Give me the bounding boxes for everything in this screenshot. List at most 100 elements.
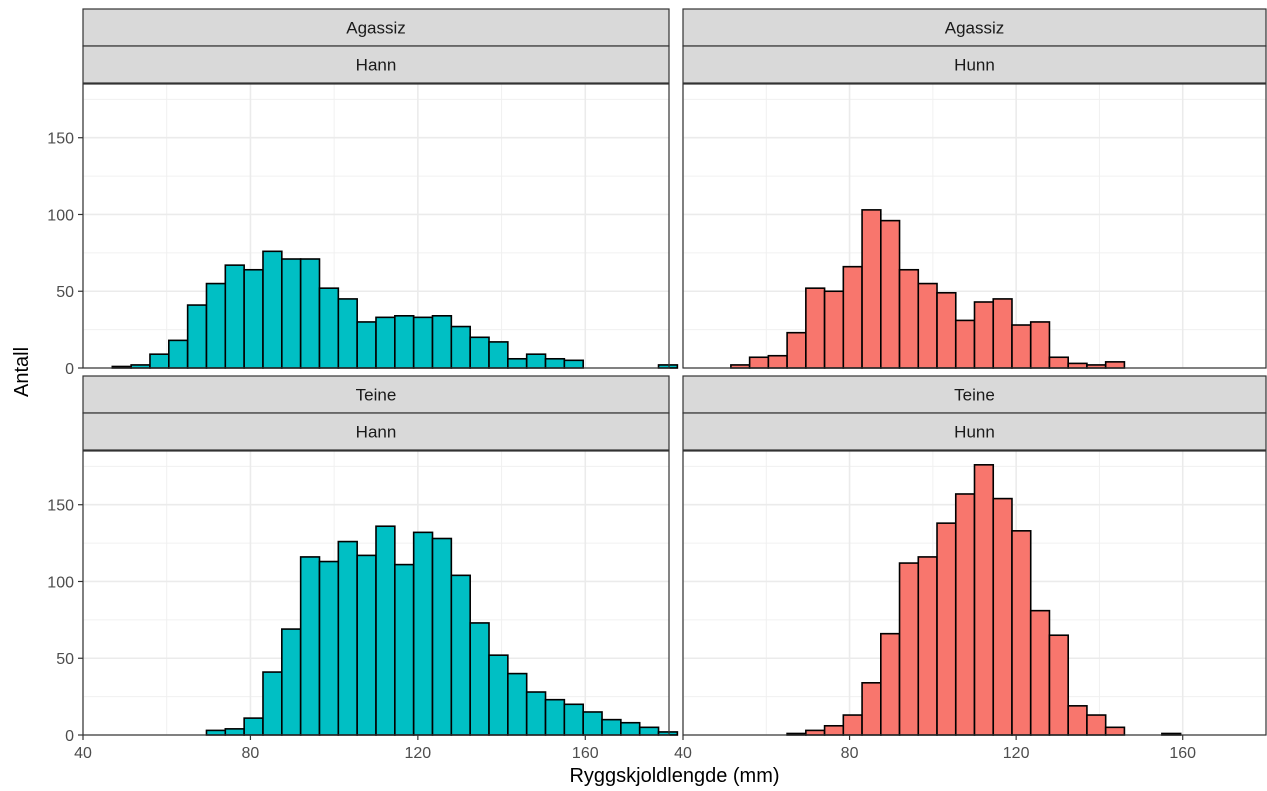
panel-agassiz-hann: Agassiz Hann [82,8,679,369]
histogram-bar [805,287,826,369]
histogram-bar [1048,356,1069,369]
histogram-bar [898,268,920,369]
y-tick-label: 100 [47,207,74,224]
histogram-bar [973,464,995,736]
histogram-bar [992,298,1013,369]
histogram-bar [337,540,358,736]
histogram-bar [898,562,920,736]
strip-col-label: Hunn [954,56,995,75]
histogram-bar [262,250,283,369]
histogram-bar [168,339,189,369]
histogram-bar [582,711,603,736]
histogram-bar [281,258,302,369]
panel-border [82,83,670,369]
facet-strip [682,412,1267,451]
histogram-bar [917,282,938,369]
histogram-bar [954,319,976,369]
facet-strip [82,375,670,414]
histogram-bar [431,315,453,369]
x-tick-label: 120 [405,745,432,762]
histogram-bar [1086,714,1107,736]
histogram-bar [748,356,770,369]
histogram-bar [394,563,415,736]
x-tick-label: 40 [674,745,692,762]
histogram-bar [281,628,302,736]
histogram-bar [823,290,845,369]
panel-teine-hunn: Teine Hunn [682,375,1267,736]
histogram-bar [149,353,170,369]
histogram-bar [243,268,264,369]
histogram-bar [224,264,245,369]
histogram-bar [805,729,826,736]
histogram-bar [638,726,660,736]
histogram-bar [861,682,882,736]
strip-col-label: Hunn [954,423,995,442]
y-tick-label: 50 [56,284,74,301]
x-axis: 40 80 120 160 40 80 120 160 [74,735,1196,762]
histogram-bar [954,493,976,736]
panels-layer: Agassiz Hann Agassiz Hunn Teine Hann Teine Hunn [82,8,1267,736]
x-tick-label: 40 [74,745,92,762]
y-tick-label: 150 [47,131,74,148]
histogram-bar [224,728,245,736]
facet-strip [82,412,670,451]
x-tick-label: 160 [1169,745,1196,762]
histogram-bar [262,671,283,736]
histogram-bar [205,282,227,369]
histogram-bar [450,574,471,736]
y-tick-label: 0 [65,361,74,378]
histogram-bar [431,537,453,736]
panel-teine-hann: Teine Hann [82,375,679,736]
panel-border [82,450,670,736]
histogram-bar [375,316,396,369]
facet-strip [82,45,670,84]
histogram-bar [880,219,901,369]
histogram-bar [1048,634,1069,736]
histogram-bar [337,298,358,369]
histogram-bar [563,703,584,736]
histogram-bar [469,622,490,736]
histogram-bar [243,717,264,736]
histogram-bar [525,353,547,369]
panel-agassiz-hunn: Agassiz Hunn [682,8,1267,369]
x-tick-label: 160 [572,745,599,762]
strip-row-label: Agassiz [346,19,406,38]
x-axis-title: Ryggskjoldlengde (mm) [569,765,779,787]
histogram-bar [880,632,901,736]
y-tick-label: 0 [65,728,74,745]
histogram-bar [917,556,938,736]
histogram-bar [525,691,547,736]
histogram-bar [412,531,434,736]
facet-strip [682,45,1267,84]
histogram-bar [936,522,957,736]
histogram-bar [450,325,471,369]
facet-strip [82,8,670,47]
strip-row-label: Agassiz [945,19,1005,38]
histogram-bar [394,315,415,369]
histogram-bar [767,354,788,369]
histogram-bar [299,258,321,369]
histogram-bar [1011,324,1032,369]
histogram-bar [936,291,957,369]
histogram-bar [842,714,863,736]
strip-row-label: Teine [356,386,397,405]
histogram-bar [469,336,490,369]
histogram-bar [1011,530,1032,736]
strip-row-label: Teine [954,386,995,405]
histogram-bar [786,331,807,369]
histogram-bar [488,341,509,369]
histogram-bar [507,672,528,736]
histogram-bar [823,724,845,736]
histogram-bar [1029,609,1051,736]
histogram-bar [1104,361,1126,369]
y-tick-label: 150 [47,498,74,515]
histogram-bar [992,497,1013,736]
histogram-bar [318,287,340,369]
y-axis: 0 50 100 150 0 50 100 150 [47,131,83,745]
histogram-bar [1067,705,1088,736]
histogram-bar [205,729,227,736]
strip-col-label: Hann [356,56,397,75]
histogram-bar [186,304,208,369]
facet-strip [682,375,1267,414]
